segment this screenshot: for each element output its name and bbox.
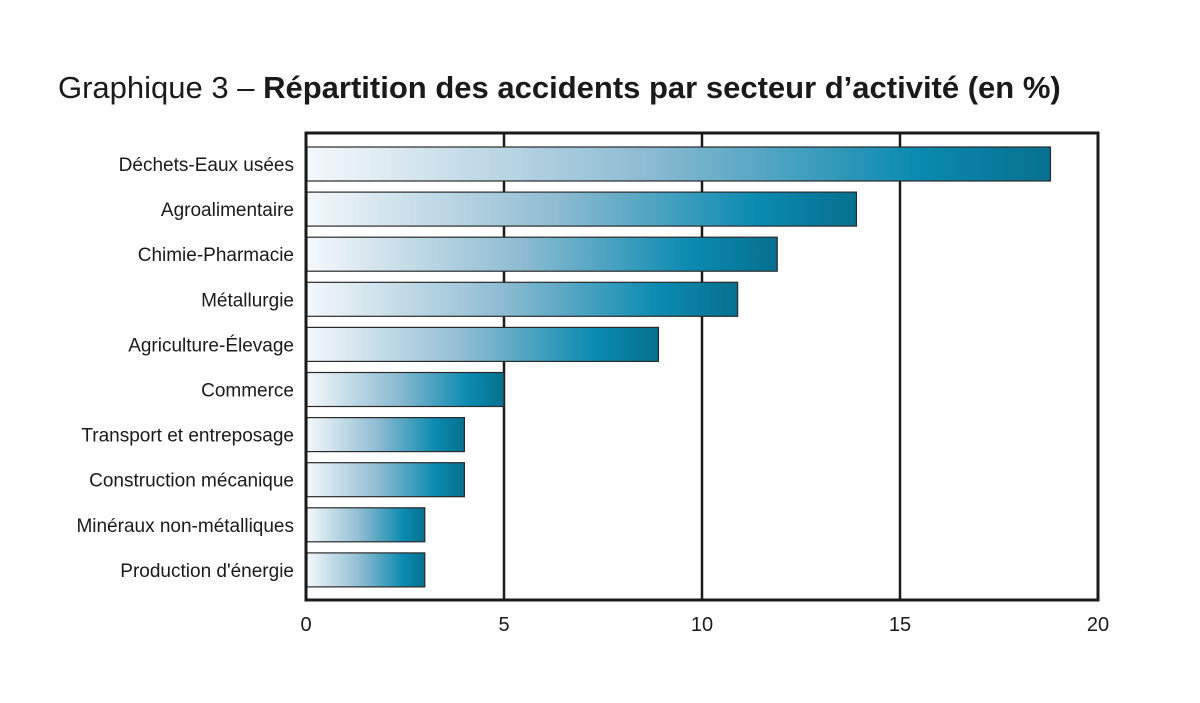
x-tick-label: 5 <box>498 614 509 636</box>
plot-frame <box>304 131 1100 602</box>
category-label: Agroalimentaire <box>161 200 294 221</box>
x-tick-label: 20 <box>1087 614 1109 636</box>
bar <box>306 236 778 272</box>
category-label: Transport et entreposage <box>81 426 294 447</box>
x-tick-label: 0 <box>300 614 311 636</box>
category-label: Production d'énergie <box>120 561 294 582</box>
category-label: Construction mécanique <box>89 471 294 492</box>
bar <box>306 326 660 362</box>
x-tick-label: 10 <box>691 614 713 636</box>
bar <box>306 552 426 588</box>
category-label: Commerce <box>201 381 294 402</box>
category-label: Déchets-Eaux usées <box>119 155 294 176</box>
x-tick-labels: 0 5 10 15 20 <box>300 614 1109 636</box>
bar <box>306 462 465 498</box>
category-label: Métallurgie <box>201 290 294 311</box>
bar <box>306 191 858 227</box>
chart-title-main: Répartition des accidents par secteur d’… <box>263 70 1061 105</box>
category-label: Chimie-Pharmacie <box>138 245 294 266</box>
bar <box>306 146 1052 182</box>
plot-border <box>304 131 1100 602</box>
bar <box>306 417 465 453</box>
bar <box>306 371 505 408</box>
category-labels: Déchets-Eaux usées Agroalimentaire Chimie-… <box>76 155 294 582</box>
chart-title-prefix: Graphique 3 – <box>58 70 255 105</box>
bar <box>306 281 739 317</box>
bars <box>306 146 1052 588</box>
category-label: Minéraux non-métalliques <box>76 516 294 537</box>
chart-title: Graphique 3 – Répartition des accidents … <box>58 70 1061 106</box>
bar <box>306 507 426 543</box>
category-label: Agriculture-Élevage <box>128 335 294 356</box>
x-tick-label: 15 <box>889 614 911 636</box>
